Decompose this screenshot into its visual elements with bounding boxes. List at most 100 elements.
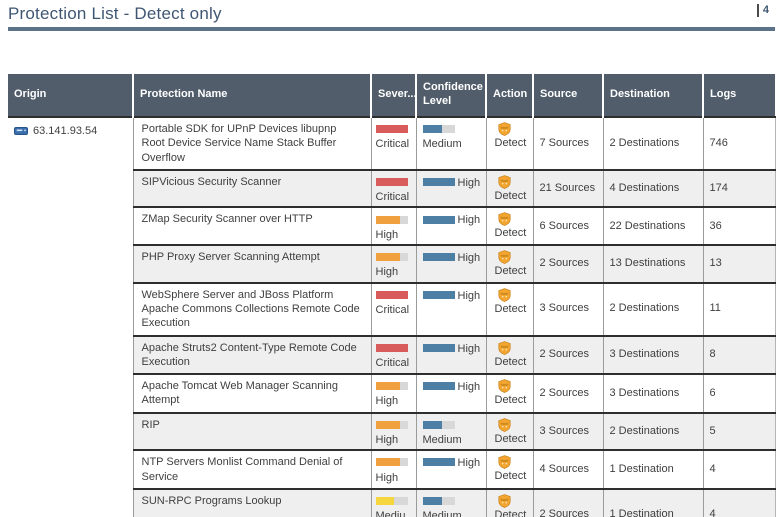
severity-bar-fill [375,382,401,391]
shield-icon [497,494,511,508]
severity-bar-fill [375,458,401,467]
severity-bar-fill [375,290,408,299]
confidence-bar [422,177,455,186]
logs-cell: 36 [702,206,776,246]
table-row: SUN-RPC Programs Lookup Medium Medium Detec… [8,487,776,517]
source-cell: 7 Sources [532,116,603,170]
origin: 63.141.93.54 [14,124,127,138]
confidence-bar-fill [422,497,443,506]
severity-bar-fill [375,125,408,134]
severity-bar [375,290,408,299]
logs-cell: 5 [702,411,776,451]
report-header: Protection List - Detect only 4 [0,0,783,31]
confidence-bar-fill [422,420,443,429]
protection-name-cell: Apache Struts2 Content-Type Remote Code … [132,334,371,375]
severity-bar-fill [375,343,408,352]
confidence-bar [422,458,455,467]
action-label: Detect [494,394,527,407]
page-title: Protection List - Detect only [8,4,222,23]
column-header-protection-name: Protection Name [132,74,371,117]
protection-name-cell: WebSphere Server and JBoss Platform Apac… [132,281,371,336]
severity-bar [375,125,408,134]
page-number: 4 [756,4,769,17]
severity-bar-fill [375,215,401,224]
confidence-bar [422,290,455,299]
severity-cell: Critical [370,116,416,170]
severity-bar-fill [375,420,401,429]
origin-cell: 63.141.93.54 [8,116,133,517]
logs-cell: 746 [702,116,776,170]
confidence-label: High [457,214,481,227]
column-header-source: Source [532,74,603,117]
logs-cell: 6 [702,373,776,413]
action: Detect [495,122,531,150]
severity-cell: High [370,411,416,451]
confidence-bar-fill [422,253,455,262]
logs-cell: 11 [702,281,776,336]
severity-bar [375,458,408,467]
action-label: Detect [494,137,527,149]
severity-bar [375,177,408,186]
severity-bar [375,497,408,506]
protection-name-cell: RIP [132,411,371,451]
severity-cell: High [370,449,416,489]
column-header-origin: Origin [8,74,133,117]
confidence-cell: High [415,244,486,283]
severity-cell: High [370,373,416,413]
severity-bar [375,343,408,352]
action-cell: Detect [485,411,533,451]
confidence-bar-fill [422,215,455,224]
severity-bar-fill [375,177,408,186]
confidence-label: High [457,176,481,189]
action: Detect [495,250,531,278]
severity-cell: Medium [370,487,416,517]
action-label: Detect [494,508,527,517]
source-cell: 3 Sources [532,281,603,336]
confidence-bar-fill [422,458,455,467]
table-row: PHP Proxy Server Scanning Attempt High Hig… [8,244,776,283]
shield-icon [497,122,511,136]
shield-icon [497,455,511,470]
confidence-bar [422,125,455,134]
action: Detect [495,212,531,240]
confidence-bar-fill [422,382,455,391]
source-cell: 21 Sources [532,168,603,208]
severity-label: High [375,434,399,447]
severity-label: Critical [375,138,410,151]
severity-label: Medium [375,510,406,517]
logs-cell: 13 [702,244,776,283]
action-cell: Detect [485,244,533,283]
column-header-action: Action [485,74,533,117]
table-row: Apache Struts2 Content-Type Remote Code … [8,334,776,375]
table-header: Origin Protection Name Sever... Confiden… [8,74,775,117]
action-cell: Detect [485,206,533,246]
protection-name-cell: Apache Tomcat Web Manager Scanning Attem… [132,373,371,413]
severity-cell: Critical [370,168,416,208]
confidence-label: Medium [422,510,462,517]
confidence-bar-fill [422,290,455,299]
protection-name-cell: SIPVicious Security Scanner [132,168,371,208]
confidence-bar [422,382,455,391]
confidence-cell: High [415,168,486,208]
confidence-label: High [457,289,481,302]
shield-icon [497,175,511,189]
logs-cell: 8 [702,334,776,375]
action: Detect [495,340,531,369]
action-label: Detect [494,189,527,202]
source-cell: 2 Sources [532,373,603,413]
table-row: RIP High Medium Detect 3 Sources 2 Destinatio… [8,411,776,451]
confidence-bar-fill [422,343,455,352]
action: Detect [495,494,531,517]
confidence-bar-fill [422,177,455,186]
severity-cell: Critical [370,334,416,375]
shield-icon [497,287,511,302]
severity-bar [375,420,408,429]
destination-cell: 3 Destinations [602,373,703,413]
action-label: Detect [494,470,527,483]
confidence-cell: Medium [415,487,486,517]
confidence-bar [422,420,455,429]
severity-cell: High [370,206,416,246]
severity-label: Critical [375,191,410,204]
confidence-label: Medium [422,434,462,447]
